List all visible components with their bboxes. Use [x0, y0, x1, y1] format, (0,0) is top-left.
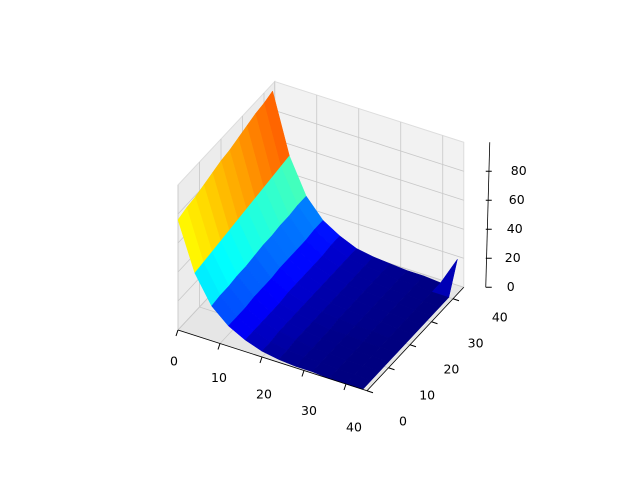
axes: 0 10 20 30 40 0 10 20 30 40 0 20 40 60 80 — [170, 142, 527, 435]
x-tick — [343, 383, 347, 391]
grid-line — [274, 110, 464, 172]
y-tick — [452, 298, 460, 302]
x-tick-label: 40 — [346, 420, 362, 435]
x-tick — [217, 343, 221, 350]
surface — [177, 90, 458, 390]
x-tick-label: 30 — [301, 403, 317, 418]
grid-line — [274, 168, 464, 230]
y-tick-label: 40 — [492, 309, 508, 324]
x-tick — [301, 370, 305, 377]
y-tick-label: 0 — [399, 413, 407, 428]
grid-line — [274, 139, 464, 201]
y-tick — [409, 344, 417, 348]
y-tick-label: 10 — [419, 387, 435, 402]
y-tick-label: 20 — [443, 361, 459, 376]
z-axis-line — [485, 142, 491, 288]
z-tick-label: 60 — [509, 192, 525, 207]
x-tick-label: 20 — [256, 387, 272, 402]
x-tick-label: 0 — [170, 354, 178, 369]
x-tick — [175, 329, 179, 337]
z-tick-label: 0 — [507, 279, 515, 294]
x-tick — [259, 356, 263, 364]
y-tick — [431, 321, 438, 325]
x-tick-label: 10 — [211, 370, 227, 385]
z-tick-label: 80 — [511, 163, 527, 178]
z-tick-label: 20 — [505, 250, 521, 265]
y-tick-label: 30 — [468, 335, 484, 350]
y-tick — [388, 367, 395, 371]
axis-line — [177, 329, 368, 392]
axis-line — [366, 286, 465, 392]
y-tick — [366, 390, 374, 394]
z-tick-label: 40 — [507, 221, 523, 236]
